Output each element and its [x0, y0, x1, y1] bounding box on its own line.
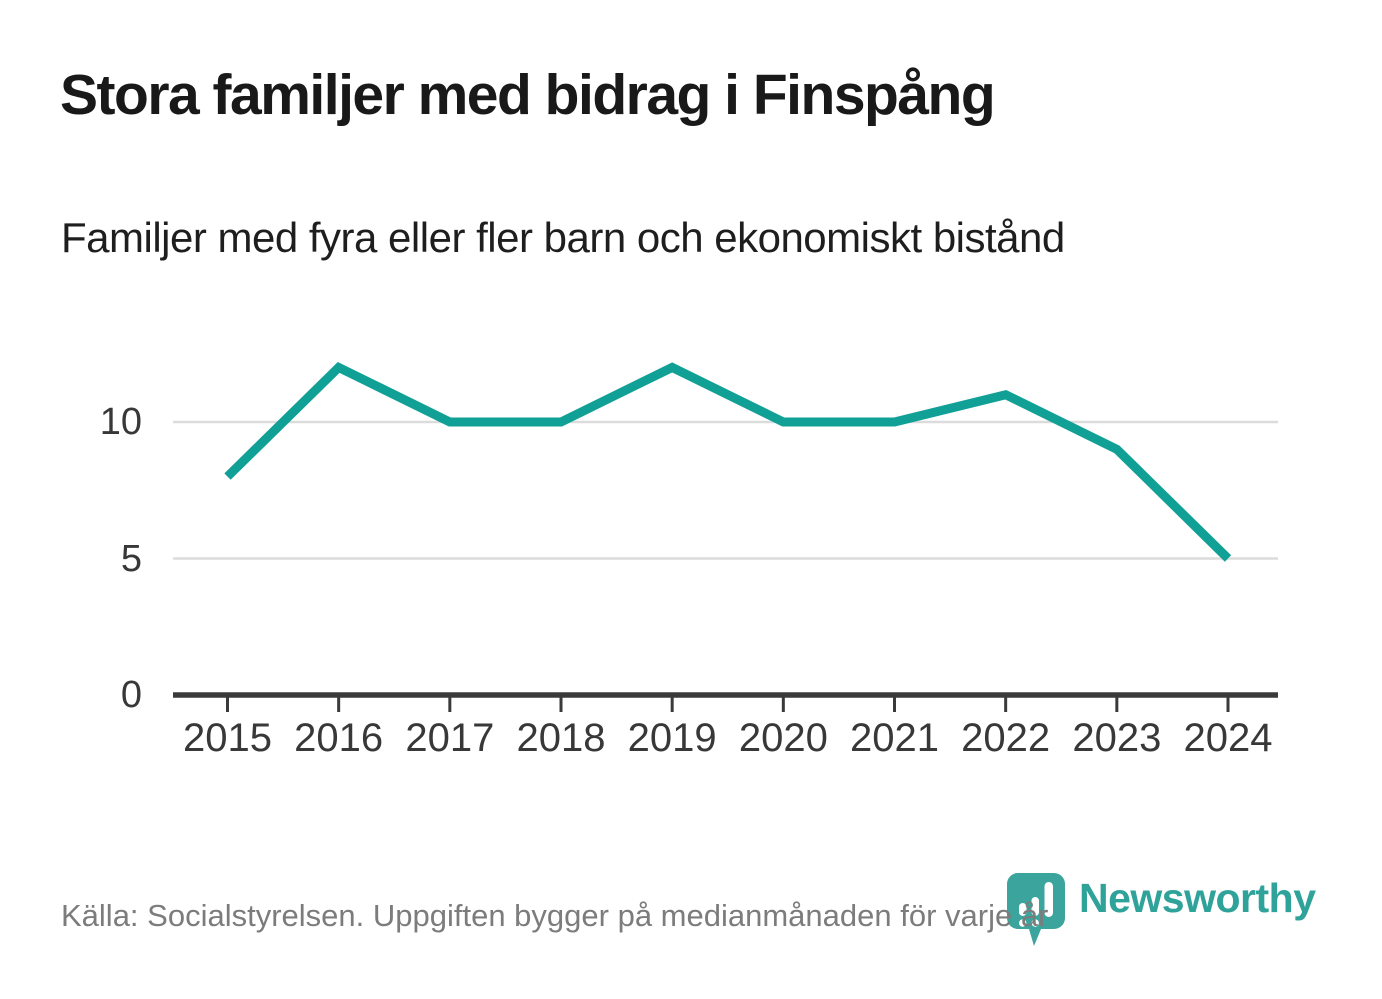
x-tick-label-2021: 2021 — [850, 716, 939, 760]
x-tick-label-2018: 2018 — [516, 716, 606, 760]
x-tick-label-2015: 2015 — [183, 716, 272, 760]
newsworthy-logo-icon — [1007, 873, 1065, 946]
x-tick-label-2016: 2016 — [294, 716, 384, 760]
x-tick-label-2023: 2023 — [1072, 716, 1162, 760]
chart-subtitle: Familjer med fyra eller fler barn och ek… — [61, 214, 1065, 261]
data-line — [224, 361, 1232, 562]
x-tick-label-2024: 2024 — [1183, 716, 1273, 760]
y-tick-label-5: 5 — [120, 537, 142, 580]
x-tick-label-2020: 2020 — [738, 716, 828, 760]
newsworthy-logo-text: Newsworthy — [1079, 875, 1316, 921]
chart-title: Stora familjer med bidrag i Finspång — [60, 63, 996, 127]
y-tick-label-0: 0 — [120, 674, 142, 716]
source-note: Källa: Socialstyrelsen. Uppgiften bygger… — [61, 898, 1049, 933]
x-tick-label-2019: 2019 — [627, 716, 717, 760]
y-tick-label-10: 10 — [99, 401, 142, 443]
x-tick-label-2017: 2017 — [405, 716, 495, 760]
x-tick-label-2022: 2022 — [961, 716, 1051, 760]
newsworthy-logo: Newsworthy — [1006, 872, 1316, 950]
